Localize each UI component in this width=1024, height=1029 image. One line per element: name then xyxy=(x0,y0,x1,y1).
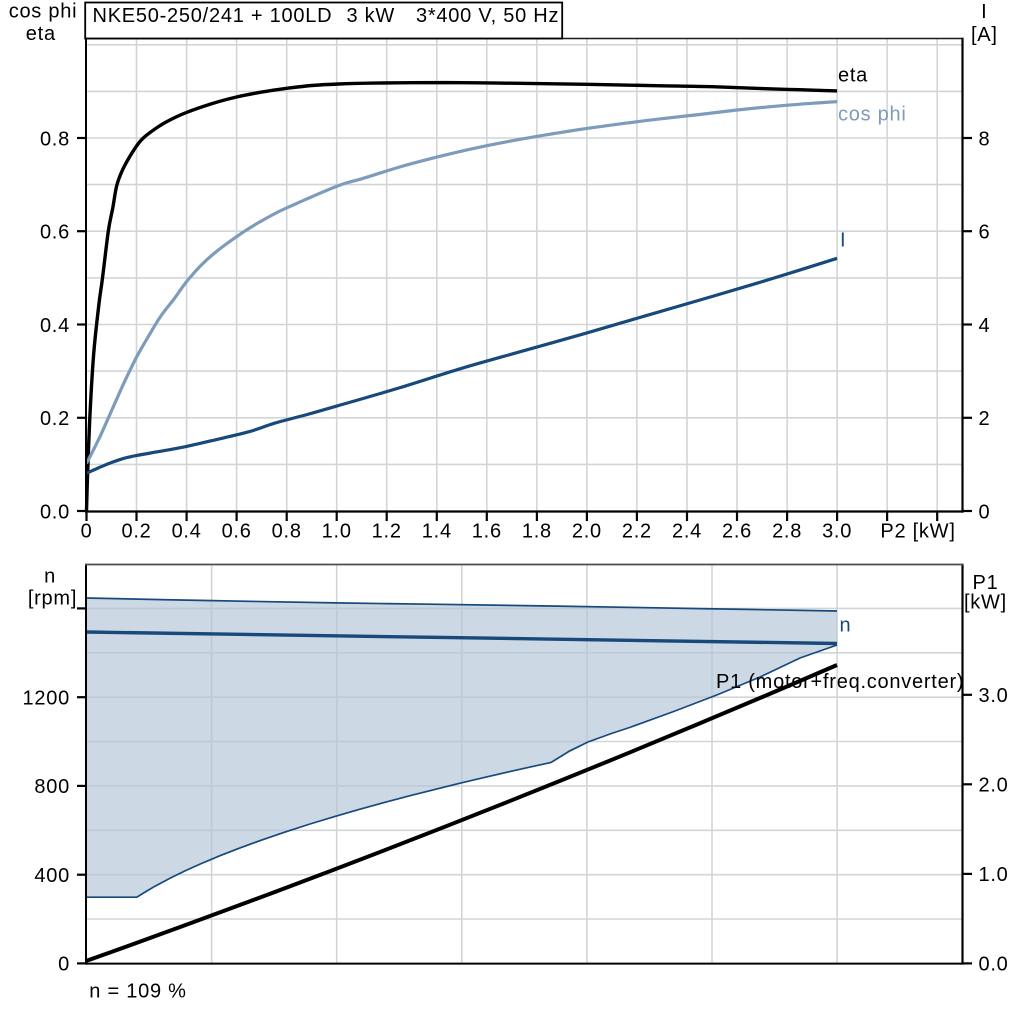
svg-text:3.0: 3.0 xyxy=(822,521,852,543)
svg-text:P2 [kW]: P2 [kW] xyxy=(880,521,955,543)
svg-text:NKE50-250/241 + 100LD: NKE50-250/241 + 100LD xyxy=(93,5,333,27)
svg-text:0: 0 xyxy=(81,521,93,543)
svg-text:0.8: 0.8 xyxy=(40,128,70,150)
svg-text:n: n xyxy=(840,615,852,637)
svg-text:0.2: 0.2 xyxy=(121,521,151,543)
svg-text:1.0: 1.0 xyxy=(979,864,1009,886)
svg-text:2.0: 2.0 xyxy=(979,775,1009,797)
svg-text:n: n xyxy=(44,566,56,588)
svg-text:3*400 V, 50 Hz: 3*400 V, 50 Hz xyxy=(416,5,559,27)
svg-text:[rpm]: [rpm] xyxy=(28,587,77,609)
svg-text:eta: eta xyxy=(838,65,868,87)
svg-text:P1: P1 xyxy=(973,572,999,594)
svg-text:I: I xyxy=(981,1,987,23)
svg-text:0.4: 0.4 xyxy=(172,521,202,543)
svg-text:3 kW: 3 kW xyxy=(347,5,396,27)
svg-text:I: I xyxy=(840,229,846,251)
svg-text:2.0: 2.0 xyxy=(572,521,602,543)
svg-text:cos phi: cos phi xyxy=(838,104,907,126)
svg-text:1200: 1200 xyxy=(23,688,71,710)
svg-text:[kW]: [kW] xyxy=(964,592,1007,614)
svg-text:1.2: 1.2 xyxy=(372,521,402,543)
svg-text:eta: eta xyxy=(26,23,56,45)
svg-text:400: 400 xyxy=(34,865,70,887)
svg-text:0: 0 xyxy=(979,501,991,523)
svg-text:1.6: 1.6 xyxy=(472,521,502,543)
svg-text:0.8: 0.8 xyxy=(272,521,302,543)
svg-text:1.0: 1.0 xyxy=(322,521,352,543)
svg-text:0.0: 0.0 xyxy=(979,954,1009,976)
svg-text:n = 109 %: n = 109 % xyxy=(89,980,186,1002)
svg-text:4: 4 xyxy=(979,315,991,337)
svg-text:6: 6 xyxy=(979,222,991,244)
svg-text:2.2: 2.2 xyxy=(622,521,652,543)
svg-text:[A]: [A] xyxy=(971,24,998,46)
svg-text:0.2: 0.2 xyxy=(40,408,70,430)
svg-text:1.4: 1.4 xyxy=(422,521,452,543)
svg-text:2.8: 2.8 xyxy=(772,521,802,543)
svg-text:0.0: 0.0 xyxy=(40,501,70,523)
svg-text:0: 0 xyxy=(58,954,70,976)
svg-text:P1 (motor+freq.converter): P1 (motor+freq.converter) xyxy=(716,671,964,693)
svg-text:1.8: 1.8 xyxy=(522,521,552,543)
svg-text:3.0: 3.0 xyxy=(979,685,1009,707)
svg-text:cos phi: cos phi xyxy=(9,1,78,23)
svg-text:800: 800 xyxy=(34,776,70,798)
svg-text:2.6: 2.6 xyxy=(722,521,752,543)
svg-text:2: 2 xyxy=(979,408,991,430)
svg-text:0.4: 0.4 xyxy=(40,315,70,337)
svg-text:8: 8 xyxy=(979,128,991,150)
svg-text:2.4: 2.4 xyxy=(672,521,702,543)
svg-text:0.6: 0.6 xyxy=(222,521,252,543)
svg-text:0.6: 0.6 xyxy=(40,222,70,244)
